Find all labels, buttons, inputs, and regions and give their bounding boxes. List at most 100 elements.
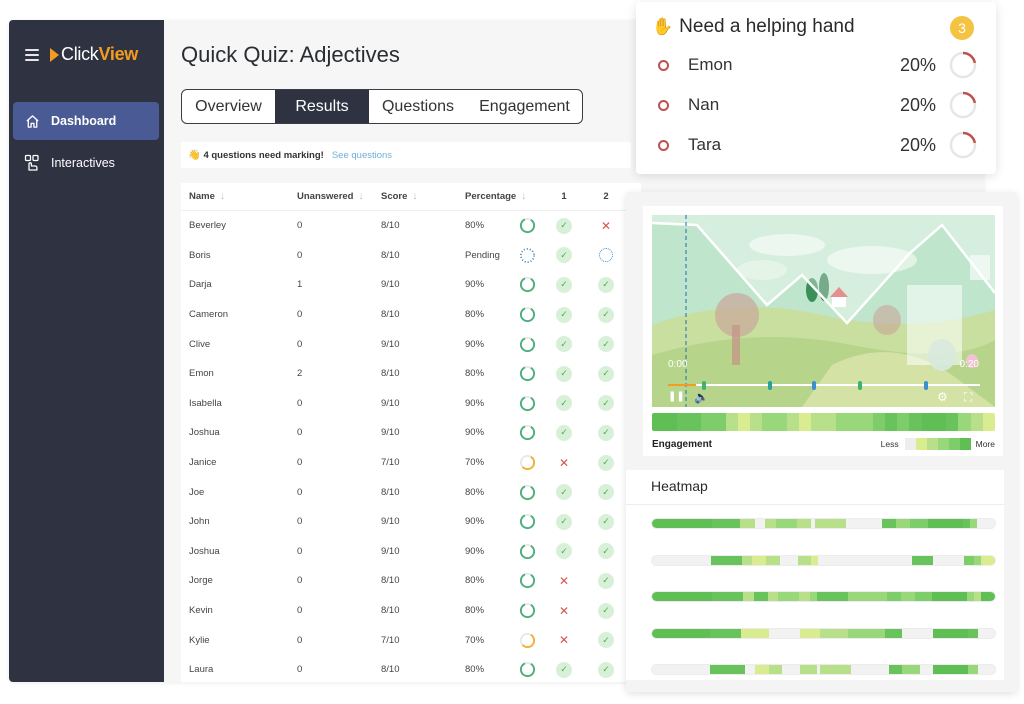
question-1-result[interactable]: ✓ [543,336,585,353]
table-row[interactable]: Isabella 0 9/10 90% ✓ ✓ [181,389,641,419]
question-1-result[interactable]: ✕ [543,604,585,618]
sort-arrow-icon: ↓ [521,191,527,202]
table-row[interactable]: Emon 2 8/10 80% ✓ ✓ [181,359,641,389]
table-row[interactable]: Joe 0 8/10 80% ✓ ✓ [181,477,641,507]
question-1-result[interactable]: ✓ [543,217,585,234]
clickview-logo[interactable]: Click View [50,44,138,65]
question-1-result[interactable]: ✓ [543,395,585,412]
table-row[interactable]: Cameron 0 8/10 80% ✓ ✓ [181,300,641,330]
heatmap-segment [914,592,932,601]
table-row[interactable]: Beverley 0 8/10 80% ✓ ✕ [181,211,641,241]
question-2-result[interactable]: ✓ [585,395,627,412]
question-2-result[interactable]: ✓ [585,276,627,293]
helping-hand-student[interactable]: Emon 20% [658,51,978,79]
question-2-result[interactable] [585,248,627,263]
question-1-result[interactable]: ✕ [543,574,585,588]
question-2-result[interactable]: ✓ [585,424,627,441]
table-row[interactable]: Janice 0 7/10 70% ✕ ✓ [181,448,641,478]
question-2-result[interactable]: ✓ [585,336,627,353]
question-1-result[interactable]: ✓ [543,247,585,264]
video-player[interactable]: 0:00 0:20 ❚❚ 🔈 ⚙ ⛶ [652,215,995,407]
column-header-question-2[interactable]: 2 [603,191,609,202]
table-row[interactable]: Kevin 0 8/10 80% ✕ ✓ [181,596,641,626]
question-1-result[interactable]: ✓ [543,661,585,678]
score-value: 8/10 [381,486,400,498]
score-ring-icon [519,454,535,471]
question-2-result[interactable]: ✓ [585,632,627,649]
score-ring [511,602,543,619]
sidebar-item-interactives[interactable]: Interactives [13,144,159,182]
column-header-name[interactable]: Name ↓ [181,191,289,202]
question-2-result[interactable]: ✓ [585,572,627,589]
question-marker[interactable] [767,381,772,390]
heatmap-card: Heatmap [626,470,1004,680]
tab-overview[interactable]: Overview [195,97,262,115]
question-2-result[interactable]: ✓ [585,543,627,560]
column-header-score[interactable]: Score ↓ [373,191,457,202]
question-2-result[interactable]: ✓ [585,602,627,619]
question-marker[interactable] [702,381,707,390]
correct-check-icon: ✓ [556,306,572,323]
table-row[interactable]: Boris 0 8/10 Pending ✓ [181,241,641,271]
table-row[interactable]: Clive 0 9/10 90% ✓ ✓ [181,329,641,359]
table-row[interactable]: John 0 9/10 90% ✓ ✓ [181,507,641,537]
question-1-result[interactable]: ✓ [543,543,585,560]
question-marker[interactable] [923,381,928,390]
video-scrubber[interactable] [668,381,980,390]
helping-hand-student[interactable]: Nan 20% [658,91,978,119]
question-marker[interactable] [858,381,863,390]
percentage-value: 70% [465,457,485,469]
column-header-percentage[interactable]: Percentage ↓ [457,191,543,202]
helping-hand-student[interactable]: Tara 20% [658,131,978,159]
question-2-result[interactable]: ✓ [585,306,627,323]
hamburger-menu-icon[interactable] [25,48,39,61]
score-ring [511,424,543,441]
settings-gear-icon[interactable]: ⚙ [937,390,948,404]
question-1-result[interactable]: ✓ [543,424,585,441]
heatmap-segment [820,665,851,674]
question-1-result[interactable]: ✓ [543,306,585,323]
table-row[interactable]: Kylie 0 7/10 70% ✕ ✓ [181,625,641,655]
pause-icon[interactable]: ❚❚ [668,391,685,402]
tab-engagement[interactable]: Engagement [479,97,570,115]
table-row[interactable]: Joshua 0 9/10 90% ✓ ✓ [181,537,641,567]
score-ring [511,484,543,501]
question-1-result[interactable]: ✕ [543,633,585,647]
heatmap-segment [977,628,995,638]
question-1-result[interactable]: ✓ [543,484,585,501]
student-name: Isabella [189,397,222,409]
unanswered-count: 0 [297,338,303,350]
incorrect-cross-icon: ✕ [558,603,570,618]
question-1-result[interactable]: ✕ [543,456,585,470]
table-row[interactable]: Joshua 0 9/10 90% ✓ ✓ [181,418,641,448]
heatmap-segment [967,592,974,601]
question-2-result[interactable]: ✓ [585,454,627,471]
table-row[interactable]: Laura 0 8/10 80% ✓ ✓ [181,655,641,682]
question-2-result[interactable]: ✓ [585,513,627,530]
column-header-question-1[interactable]: 1 [561,191,567,202]
tab-results[interactable]: Results [275,90,369,123]
correct-check-icon: ✓ [598,336,614,353]
question-1-result[interactable]: ✓ [543,513,585,530]
fullscreen-icon[interactable]: ⛶ [964,390,973,404]
sidebar-item-dashboard[interactable]: Dashboard [13,102,159,140]
student-name: Kevin [189,605,213,617]
question-2-result[interactable]: ✓ [585,661,627,678]
heatmap-segment [881,519,896,528]
engagement-segment [762,413,775,431]
engagement-segment [970,413,983,431]
tab-questions[interactable]: Questions [381,97,455,115]
question-1-result[interactable]: ✓ [543,276,585,293]
question-marker[interactable] [811,381,816,390]
percentage-value: 90% [465,279,485,291]
see-questions-link[interactable]: See questions [331,149,393,161]
question-2-result[interactable]: ✕ [585,219,627,233]
volume-icon[interactable]: 🔈 [694,390,709,404]
question-1-result[interactable]: ✓ [543,365,585,382]
question-2-result[interactable]: ✓ [585,365,627,382]
table-row[interactable]: Jorge 0 8/10 80% ✕ ✓ [181,566,641,596]
question-2-result[interactable]: ✓ [585,484,627,501]
logo-text-view: View [98,44,139,64]
column-header-unanswered[interactable]: Unanswered ↓ [289,191,373,202]
table-row[interactable]: Darja 1 9/10 90% ✓ ✓ [181,270,641,300]
